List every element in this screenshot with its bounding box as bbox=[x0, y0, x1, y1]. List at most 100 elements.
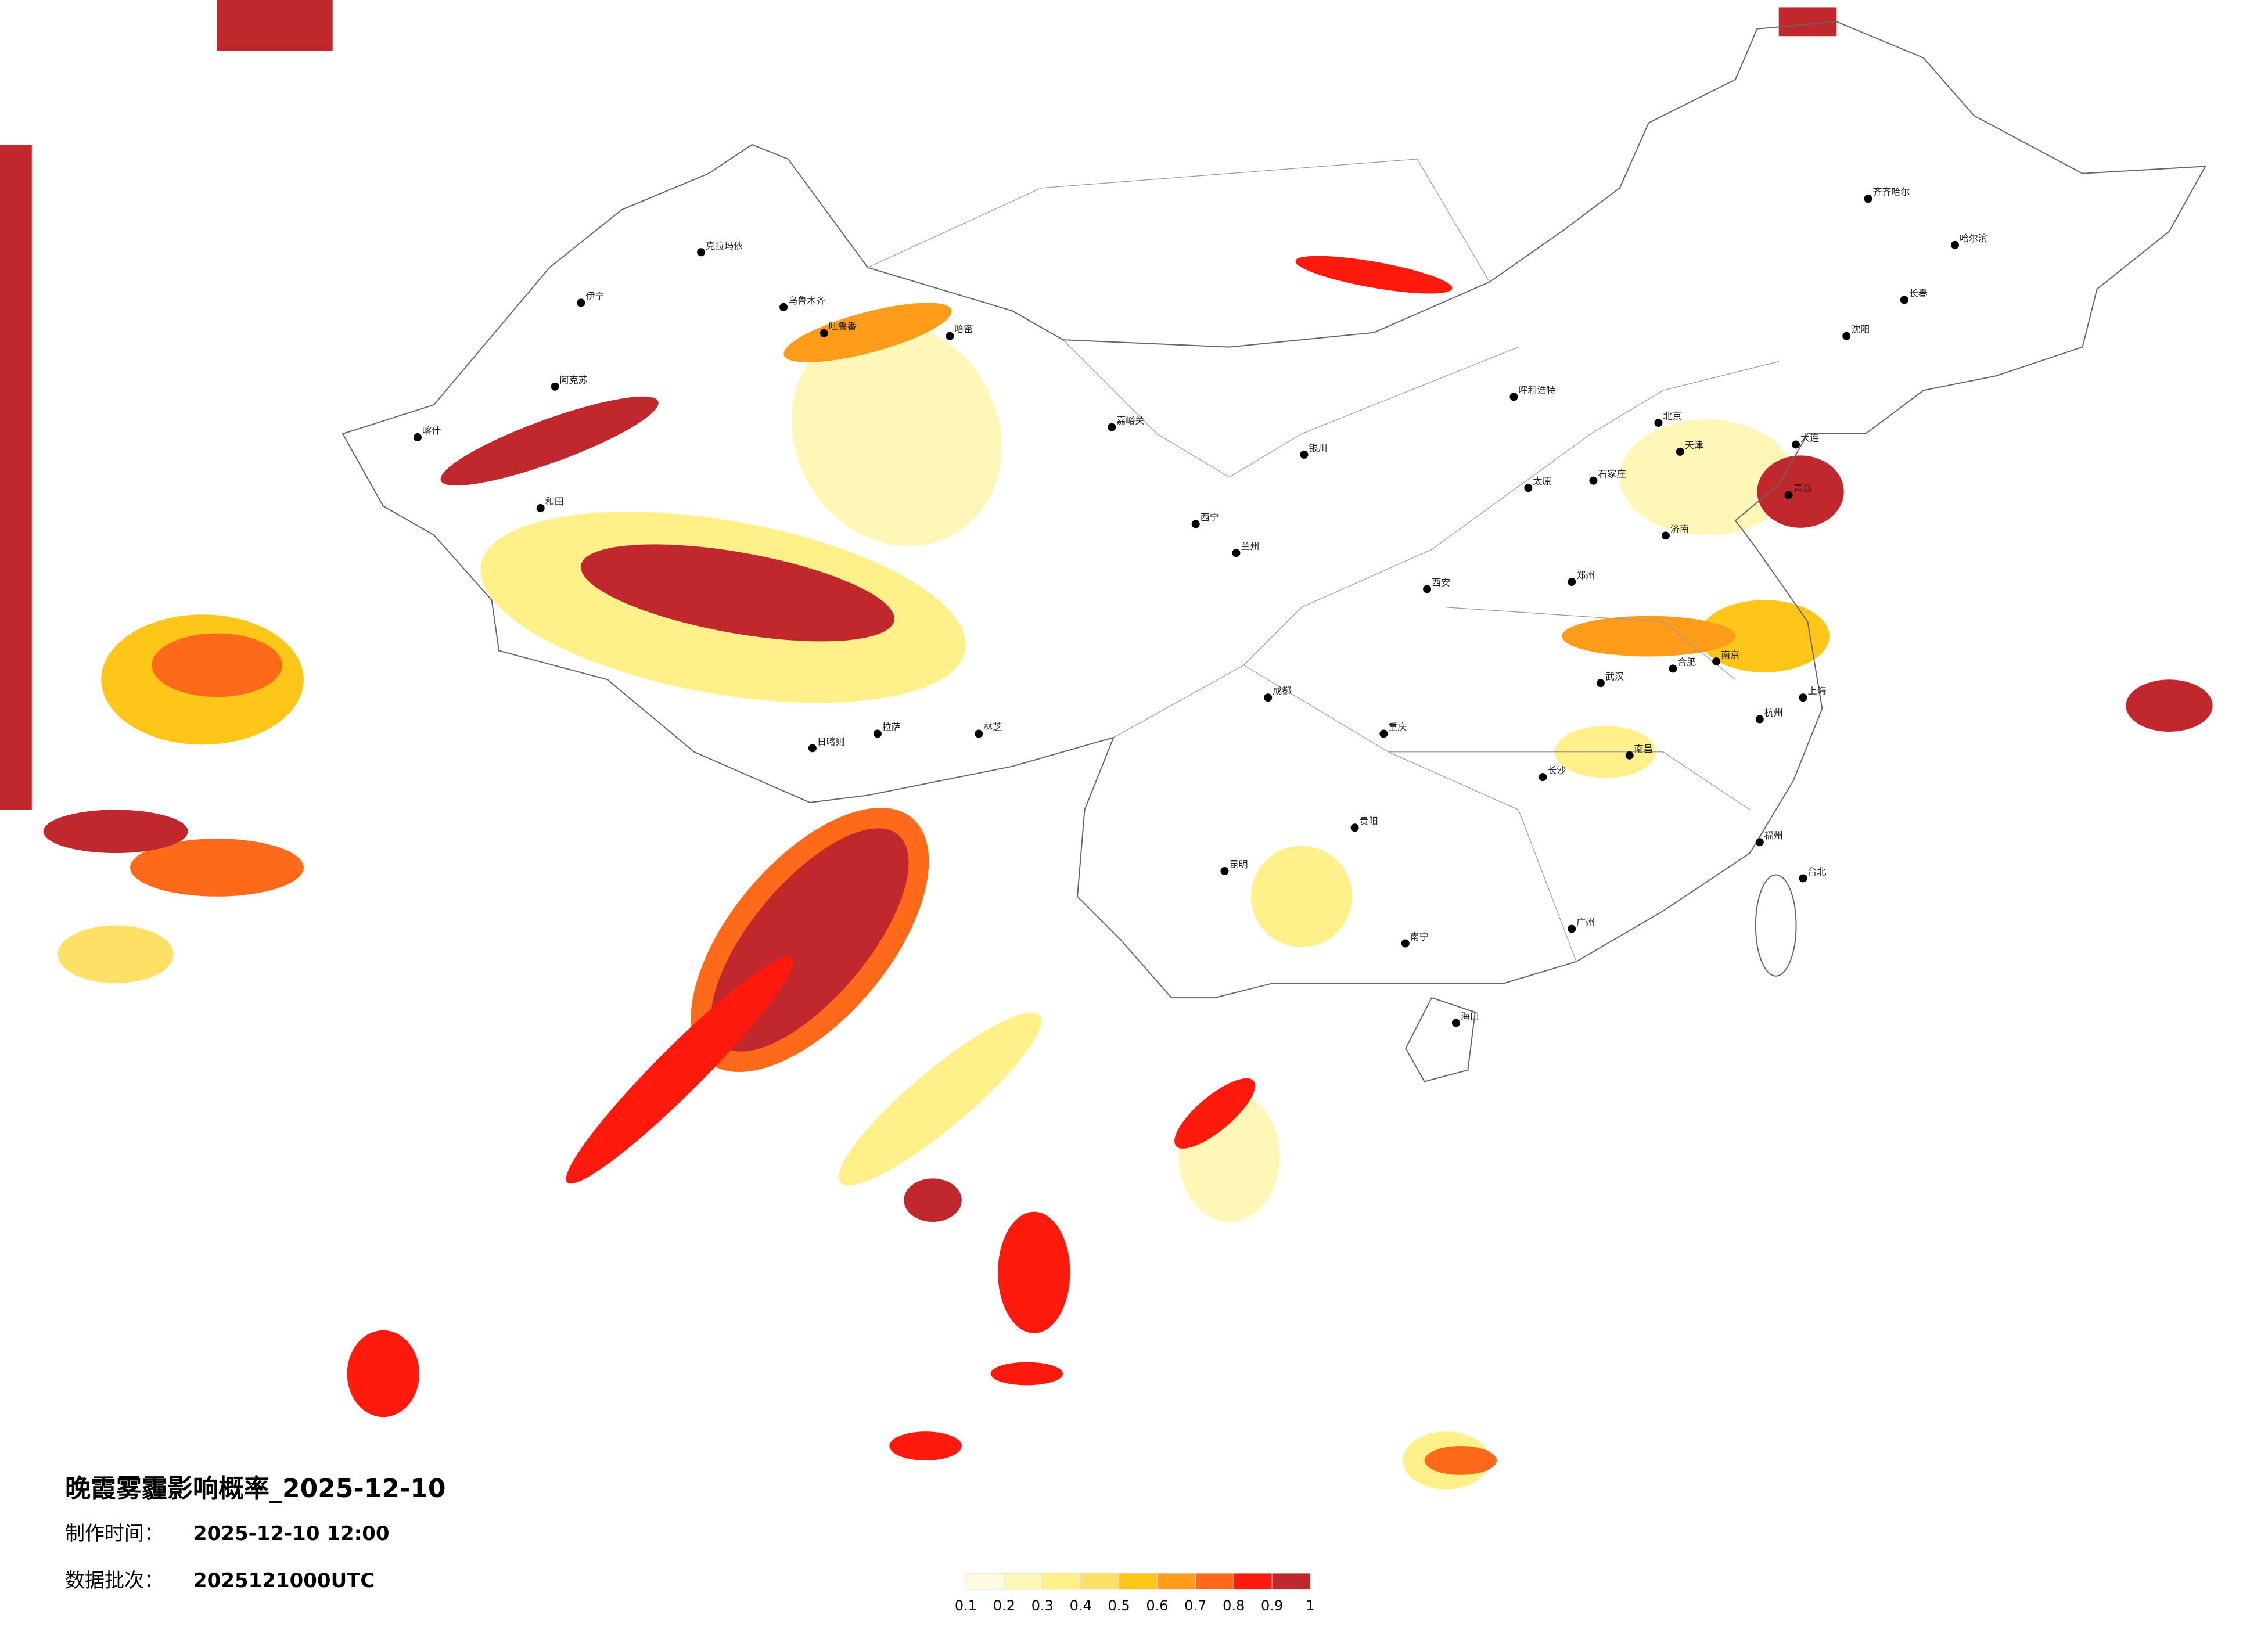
city-label: 克拉玛依 bbox=[706, 240, 743, 251]
haze-patch bbox=[217, 0, 333, 51]
city-dot bbox=[1423, 585, 1432, 593]
haze-patch bbox=[0, 145, 32, 810]
legend-tick-label: 0.9 bbox=[1261, 1598, 1283, 1614]
haze-patch bbox=[130, 839, 304, 897]
city-label: 昆明 bbox=[1230, 859, 1248, 870]
city-label: 乌鲁木齐 bbox=[788, 295, 825, 306]
country-border bbox=[342, 21, 2207, 999]
batch-label: 数据批次： bbox=[65, 1569, 164, 1592]
haze-patch bbox=[580, 544, 894, 642]
city-dot bbox=[1264, 693, 1273, 702]
city-dot bbox=[1799, 874, 1807, 883]
legend-swatch bbox=[1195, 1573, 1234, 1590]
city-dot bbox=[873, 729, 882, 738]
city-dot bbox=[1108, 423, 1116, 431]
city-label: 吐鲁番 bbox=[829, 321, 857, 332]
city-dot bbox=[551, 382, 559, 391]
city-label: 南昌 bbox=[1634, 743, 1653, 754]
city-label: 杭州 bbox=[1764, 707, 1783, 718]
haze-patch bbox=[1295, 256, 1453, 294]
made-time-label: 制作时间： bbox=[65, 1522, 164, 1545]
haze-patch bbox=[440, 396, 659, 486]
city-dot bbox=[1661, 531, 1670, 540]
city-dot bbox=[1676, 447, 1684, 456]
batch-value: 2025121000UTC bbox=[193, 1569, 375, 1592]
legend-tick-label: 1 bbox=[1306, 1598, 1314, 1614]
haze-patch bbox=[43, 810, 188, 854]
legend-swatch bbox=[1042, 1573, 1081, 1590]
city-dot bbox=[1524, 484, 1533, 492]
city-label: 北京 bbox=[1663, 411, 1682, 422]
city-dot bbox=[577, 298, 585, 307]
haze-patch bbox=[1174, 1078, 1256, 1149]
city-dot bbox=[1509, 393, 1518, 401]
city-dot bbox=[1654, 419, 1663, 427]
city-label: 嘉峪关 bbox=[1116, 415, 1144, 426]
city-label: 青岛 bbox=[1793, 483, 1812, 494]
haze-patch bbox=[152, 633, 282, 697]
legend-swatch bbox=[1271, 1573, 1311, 1590]
city-dot bbox=[1220, 867, 1229, 875]
city-label: 重庆 bbox=[1388, 721, 1407, 732]
haze-patch bbox=[57, 925, 174, 984]
city-label: 南宁 bbox=[1410, 931, 1429, 942]
city-label: 成都 bbox=[1273, 685, 1291, 696]
city-label: 拉萨 bbox=[882, 721, 901, 732]
haze-patch bbox=[838, 1012, 1042, 1186]
city-dot bbox=[1950, 240, 1959, 249]
made-time-value: 2025-12-10 12:00 bbox=[193, 1522, 390, 1545]
legend-tick-label: 0.7 bbox=[1184, 1598, 1206, 1614]
city-label: 伊宁 bbox=[585, 290, 604, 301]
city-label: 大连 bbox=[1800, 432, 1819, 443]
haze-patch bbox=[1562, 616, 1736, 657]
legend-swatch bbox=[1156, 1573, 1196, 1590]
city-dot bbox=[1300, 450, 1309, 459]
city-label: 上海 bbox=[1808, 685, 1827, 696]
haze-patch bbox=[566, 956, 794, 1184]
island-border bbox=[1405, 997, 1476, 1082]
haze-patch bbox=[998, 1211, 1070, 1333]
city-label: 兰州 bbox=[1241, 541, 1259, 552]
city-dot bbox=[975, 729, 983, 738]
haze-patch bbox=[791, 321, 1002, 546]
haze-patch bbox=[1778, 7, 1837, 37]
city-label: 太原 bbox=[1533, 476, 1551, 487]
city-dot bbox=[1755, 715, 1764, 724]
city-label: 郑州 bbox=[1576, 570, 1595, 581]
haze-patch bbox=[1424, 1446, 1497, 1475]
city-dot bbox=[808, 744, 817, 753]
city-label: 日喀则 bbox=[817, 736, 845, 747]
city-label: 天津 bbox=[1685, 440, 1703, 451]
city-dot bbox=[1625, 751, 1634, 760]
haze-patch bbox=[1250, 846, 1353, 947]
city-dot bbox=[1568, 578, 1576, 586]
haze-layer bbox=[0, 0, 2213, 1490]
city-label: 和田 bbox=[545, 496, 564, 507]
city-dot bbox=[1792, 440, 1800, 449]
title: 晚霞雾霾影响概率_2025-12-10 bbox=[65, 1474, 445, 1503]
city-label: 南京 bbox=[1721, 649, 1739, 660]
legend-swatch bbox=[1080, 1573, 1120, 1590]
city-dot bbox=[779, 303, 788, 311]
legend-swatch bbox=[965, 1573, 1005, 1590]
haze-patch bbox=[1619, 419, 1793, 535]
haze-patch bbox=[1699, 600, 1830, 672]
city-label: 林芝 bbox=[983, 721, 1002, 732]
city-dot bbox=[414, 433, 422, 441]
legend-swatch bbox=[1233, 1573, 1273, 1590]
city-dot bbox=[1900, 296, 1908, 304]
city-dot bbox=[1191, 520, 1200, 528]
city-dot bbox=[820, 329, 828, 337]
legend: 0.1 0.2 0.3 0.4 0.5 0.6 0.7 0.8 0.9 1 bbox=[955, 1573, 1315, 1614]
haze-patch bbox=[347, 1330, 420, 1418]
city-label: 武汉 bbox=[1605, 671, 1624, 682]
city-dot bbox=[1451, 1019, 1460, 1027]
city-label: 呼和浩特 bbox=[1519, 384, 1556, 395]
city-dot bbox=[697, 248, 706, 257]
city-label: 贵阳 bbox=[1360, 815, 1378, 826]
city-label: 合肥 bbox=[1677, 656, 1696, 667]
haze-patch bbox=[889, 1431, 962, 1460]
legend-tick-label: 0.6 bbox=[1146, 1598, 1168, 1614]
city-dot bbox=[1232, 549, 1241, 557]
